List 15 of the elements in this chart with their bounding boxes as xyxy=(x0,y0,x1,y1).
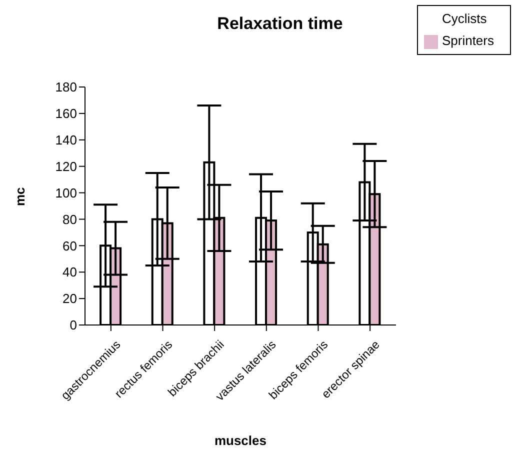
y-tick-label: 60 xyxy=(62,238,77,254)
x-axis-title: muscles xyxy=(214,433,267,448)
y-tick-label: 40 xyxy=(62,264,77,280)
chart-title: Relaxation time xyxy=(217,14,343,33)
y-tick-label: 120 xyxy=(55,158,77,174)
y-tick-label: 0 xyxy=(70,318,77,333)
y-axis-title: mc xyxy=(12,187,28,206)
y-tick-label: 20 xyxy=(62,291,77,306)
y-tick-label: 160 xyxy=(55,106,77,122)
y-tick-label: 140 xyxy=(55,132,77,148)
y-tick-label: 180 xyxy=(55,80,77,95)
y-tick-label: 80 xyxy=(62,212,77,227)
legend-label: Sprinters xyxy=(442,33,494,48)
text: Cyclists xyxy=(442,11,487,26)
y-tick-label: 100 xyxy=(55,185,77,200)
